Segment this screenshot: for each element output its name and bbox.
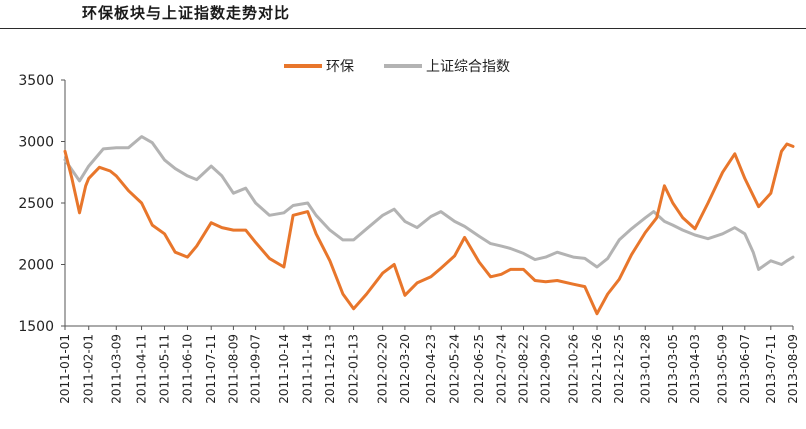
x-tick-label: 2012-12-25 (612, 334, 626, 404)
x-tick-label: 2012-10-26 (566, 334, 580, 404)
x-tick-label: 2011-05-11 (158, 334, 172, 404)
legend-label-1: 上证综合指数 (426, 59, 510, 75)
y-tick-label: 3000 (18, 135, 54, 151)
x-tick-label: 2013-05-09 (716, 334, 730, 404)
x-tick-label: 2013-06-07 (738, 334, 752, 404)
x-tick-label: 2012-05-24 (448, 334, 462, 404)
chart-title: 环保板块与上证指数走势对比 (82, 4, 291, 22)
series-line-1 (63, 135, 795, 271)
x-tick-label: 2011-01-01 (58, 334, 72, 404)
legend: 环保 上证综合指数 (284, 59, 510, 75)
x-tick-label: 2011-10-14 (277, 334, 291, 404)
x-tick-label: 2011-07-11 (204, 334, 218, 404)
x-tick-label: 2011-03-09 (109, 334, 123, 404)
x-tick-label: 2011-02-01 (82, 334, 96, 404)
series-line-0 (63, 142, 795, 316)
x-tick-label: 2011-09-07 (249, 334, 263, 404)
y-tick-label: 2000 (18, 258, 54, 274)
x-tick-label: 2011-06-10 (180, 334, 194, 404)
legend-label-0: 环保 (326, 59, 354, 75)
x-tick-label: 2012-07-24 (494, 334, 508, 404)
x-tick-label: 2013-07-11 (764, 334, 778, 404)
title-bar: 环保板块与上证指数走势对比 (0, 0, 806, 27)
x-tick-label: 2013-08-09 (786, 334, 800, 404)
x-tick-label: 2012-01-13 (347, 334, 361, 404)
x-tick-label: 2011-04-11 (135, 334, 149, 404)
x-axis-ticks: 2011-01-01 2011-02-01 2011-03-09 2011-04-11… (58, 326, 800, 404)
x-tick-label: 2012-09-20 (539, 334, 553, 404)
x-tick-label: 2013-01-28 (638, 334, 652, 404)
x-tick-label: 2013-04-03 (688, 334, 702, 404)
x-tick-label: 2011-12-13 (323, 334, 337, 404)
chart-axes (64, 80, 793, 327)
y-tick-label: 2500 (18, 196, 54, 212)
x-tick-label: 2013-03-05 (666, 334, 680, 404)
y-tick-label: 3500 (18, 73, 54, 89)
x-tick-label: 2012-02-20 (376, 334, 390, 404)
x-tick-label: 2011-08-09 (226, 334, 240, 404)
y-tick-label: 1500 (18, 319, 54, 335)
x-tick-label: 2012-08-22 (517, 334, 531, 404)
series-lines (63, 135, 795, 316)
x-tick-label: 2012-04-23 (424, 334, 438, 404)
x-tick-label: 2012-11-26 (590, 334, 604, 404)
x-tick-label: 2011-11-14 (301, 334, 315, 404)
title-rule (0, 28, 806, 29)
y-axis-ticks: 1500 2000 2500 3000 3500 (18, 73, 65, 335)
x-tick-label: 2012-06-25 (472, 334, 486, 404)
x-tick-label: 2012-03-20 (398, 334, 412, 404)
title-accent (0, 4, 44, 24)
